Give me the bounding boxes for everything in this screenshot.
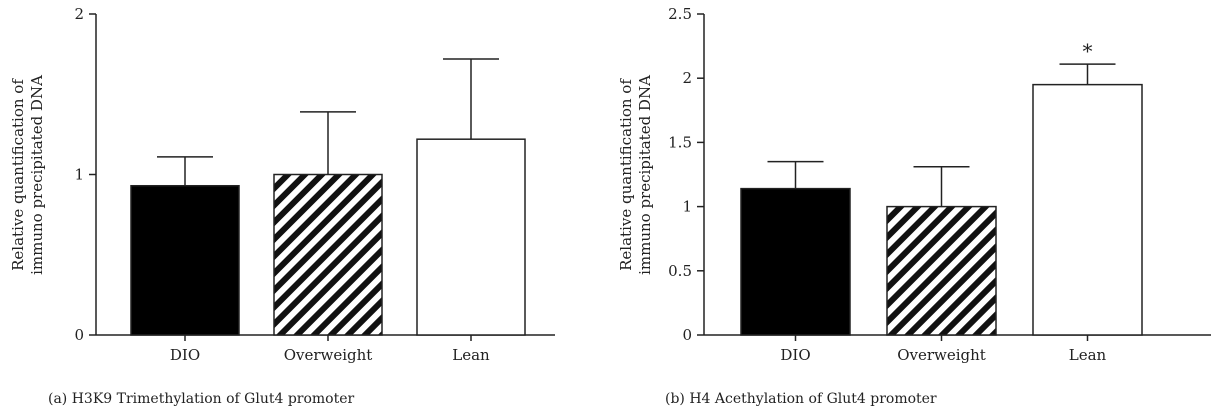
x-tick-label: Lean [1069, 346, 1107, 364]
x-tick-label: Overweight [284, 346, 373, 364]
x-tick-label: DIO [780, 346, 810, 364]
y-axis-title-line-1: Relative quantification of [617, 78, 635, 271]
caption-b: (b) H4 Acethylation of Glut4 promoter [665, 391, 937, 407]
panel-b: Relative quantification of immuno precip… [617, 5, 1211, 407]
bar [130, 184, 240, 336]
bar [1032, 83, 1143, 336]
plot-area: 0 0.5 1 1.5 2 2.5 DIO Overweight Lean * [668, 5, 1211, 364]
significance-marker: * [1083, 39, 1093, 63]
caption-a: (a) H3K9 Trimethylation of Glut4 promote… [48, 391, 355, 407]
y-tick-label: 2.5 [668, 5, 692, 23]
x-tick-label: DIO [170, 346, 200, 364]
y-tick-label: 1 [74, 166, 84, 184]
bar [416, 138, 526, 336]
y-tick-label: 0 [74, 326, 84, 344]
bar [273, 173, 383, 336]
panel-a: Relative quantification of immuno precip… [9, 5, 555, 407]
y-tick-label: 2 [74, 5, 84, 23]
y-tick-label: 0.5 [668, 262, 692, 280]
y-axis-title-line-1: Relative quantification of [9, 78, 27, 271]
y-axis-title-line-2: immuno precipitated DNA [636, 75, 654, 275]
bar [886, 205, 997, 336]
y-tick-label: 0 [682, 326, 692, 344]
bar [740, 187, 851, 336]
x-tick-label: Overweight [897, 346, 986, 364]
y-tick-label: 1.5 [668, 133, 692, 151]
y-tick-label: 2 [682, 69, 692, 87]
y-axis-title-line-2: immuno precipitated DNA [28, 75, 46, 275]
plot-area: 0 1 2 DIO Overweight Lean [74, 5, 555, 364]
y-tick-label: 1 [682, 198, 692, 216]
x-tick-label: Lean [452, 346, 490, 364]
